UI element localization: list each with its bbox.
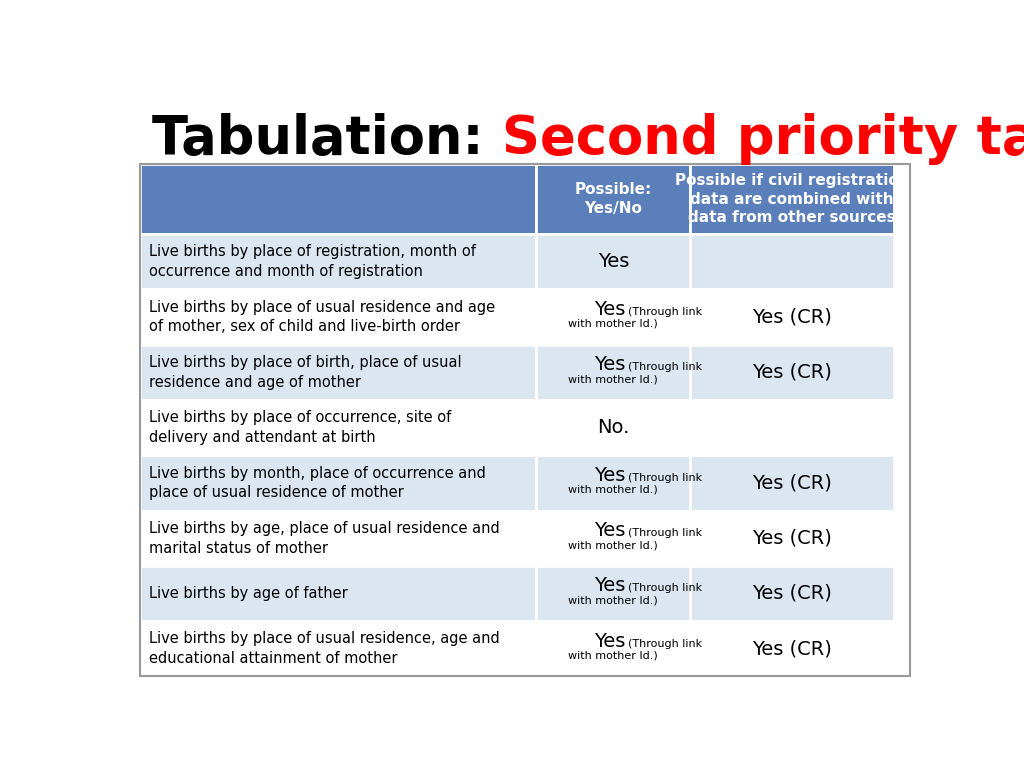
Text: (Through link: (Through link [628,528,701,538]
Bar [140,455,537,511]
Text: Second priority tables: Second priority tables [502,113,1024,165]
Bar [690,455,894,511]
Text: (Through link: (Through link [628,638,701,648]
Text: Yes (CR): Yes (CR) [753,528,833,548]
Bar [537,566,690,621]
Bar [140,164,909,677]
Text: Live births by month, place of occurrence and
place of usual residence of mother: Live births by month, place of occurrenc… [150,465,486,500]
Text: (Through link: (Through link [628,472,701,483]
Text: with mother Id.): with mother Id.) [568,374,658,384]
Bar [140,345,537,400]
Text: Live births by place of usual residence and age
of mother, sex of child and live: Live births by place of usual residence … [150,300,496,334]
Bar [140,290,537,345]
Text: Live births by place of birth, place of usual
residence and age of mother: Live births by place of birth, place of … [150,355,462,389]
Bar [690,164,894,234]
Bar [537,290,690,345]
Bar [537,511,690,566]
Bar [140,400,537,455]
Bar [537,234,690,290]
Text: No.: No. [597,418,630,437]
Text: Yes (CR): Yes (CR) [753,584,833,603]
Bar [537,345,690,400]
Bar [140,511,537,566]
Text: with mother Id.): with mother Id.) [568,319,658,329]
Text: (Through link: (Through link [628,306,701,317]
Text: with mother Id.): with mother Id.) [568,595,658,605]
Bar [537,455,690,511]
Text: Yes: Yes [598,252,629,271]
Text: (Through link: (Through link [628,362,701,372]
Bar [537,400,690,455]
Text: with mother Id.): with mother Id.) [568,650,658,660]
Bar [690,290,894,345]
Bar [537,621,690,677]
Text: Live births by age of father: Live births by age of father [150,586,348,601]
Text: Possible if civil registration
data are combined with
data from other sources: Possible if civil registration data are … [675,173,909,225]
Text: Live births by place of occurrence, site of
delivery and attendant at birth: Live births by place of occurrence, site… [150,410,452,445]
Text: Yes: Yes [594,465,626,485]
Text: Yes: Yes [594,300,626,319]
Text: Possible:
Yes/No: Possible: Yes/No [574,182,652,216]
Bar [690,234,894,290]
Bar [140,566,537,621]
Text: Tabulation:: Tabulation: [152,113,502,165]
Text: (Through link: (Through link [628,583,701,593]
Bar [690,511,894,566]
Text: Live births by age, place of usual residence and
marital status of mother: Live births by age, place of usual resid… [150,521,500,555]
Text: Yes: Yes [594,631,626,650]
Text: Yes (CR): Yes (CR) [753,639,833,658]
Bar [690,621,894,677]
Text: Yes: Yes [594,355,626,374]
Text: Yes (CR): Yes (CR) [753,362,833,382]
Bar [537,164,690,234]
Bar [140,621,537,677]
Bar [690,345,894,400]
Text: Live births by place of usual residence, age and
educational attainment of mothe: Live births by place of usual residence,… [150,631,500,666]
Text: with mother Id.): with mother Id.) [568,540,658,550]
Text: with mother Id.): with mother Id.) [568,485,658,495]
Bar [690,400,894,455]
Bar [140,234,537,290]
Text: Yes: Yes [594,521,626,540]
Bar [140,164,537,234]
Text: Yes: Yes [594,576,626,595]
Text: Live births by place of registration, month of
occurrence and month of registrat: Live births by place of registration, mo… [150,244,476,279]
Text: Yes (CR): Yes (CR) [753,307,833,326]
Bar [690,566,894,621]
Text: Yes (CR): Yes (CR) [753,473,833,492]
